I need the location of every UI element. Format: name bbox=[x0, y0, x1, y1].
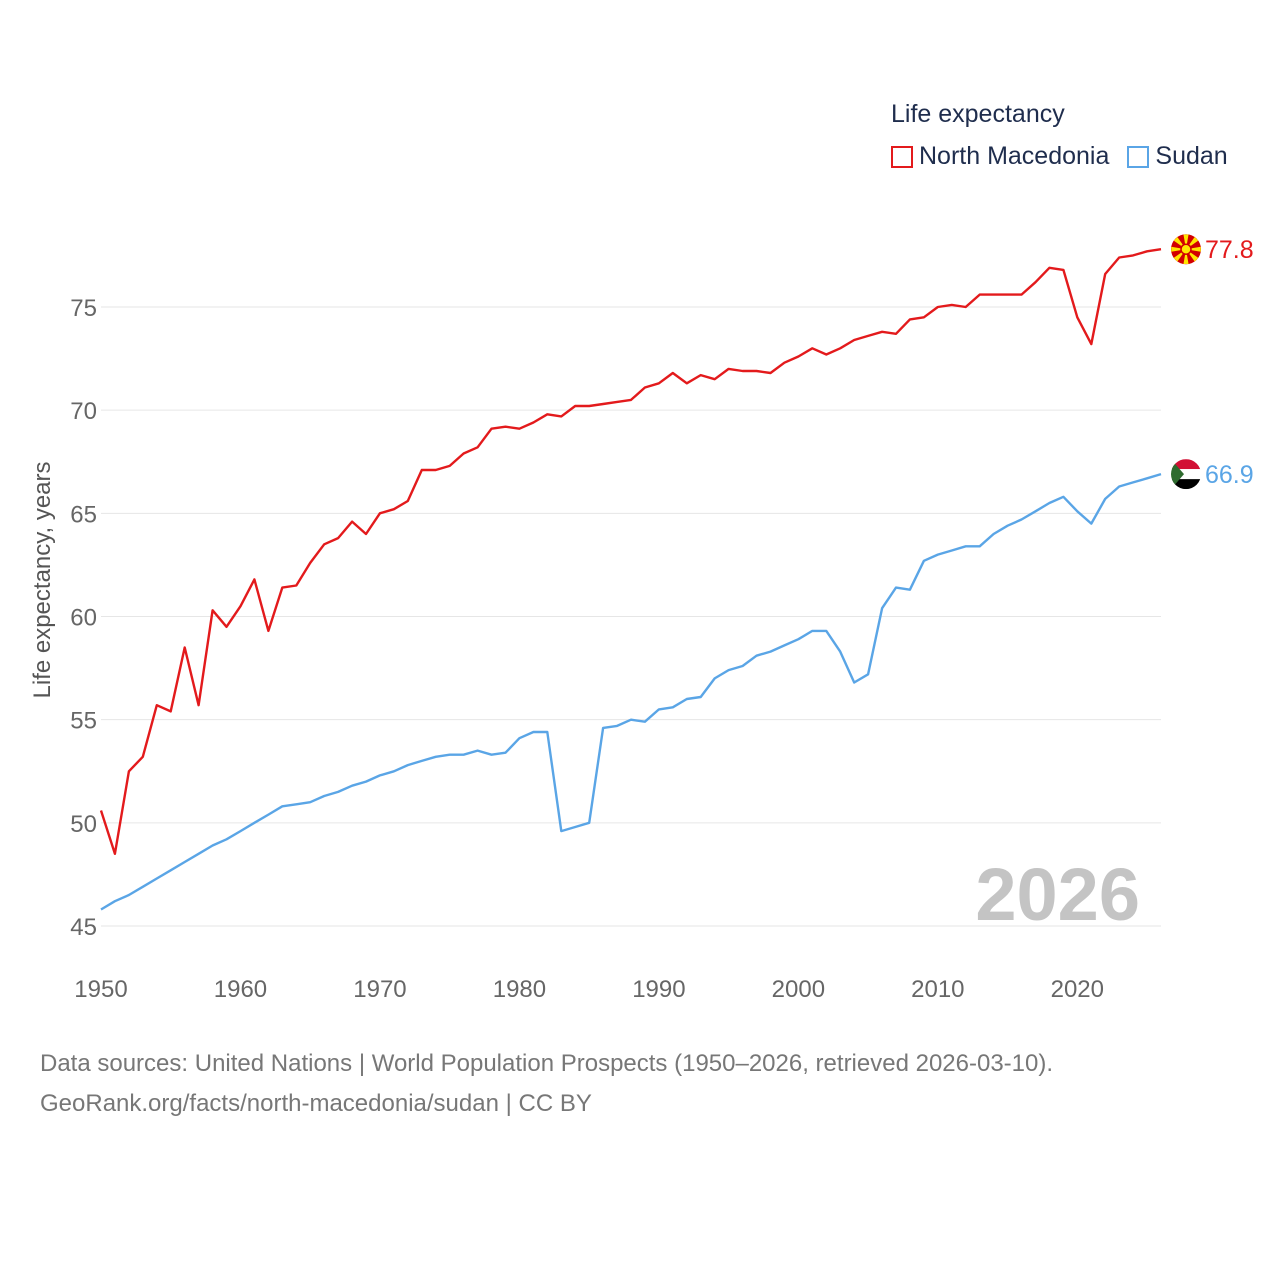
end-value-label-sudan: 66.9 bbox=[1205, 461, 1254, 489]
y-tick-label-50: 50 bbox=[70, 811, 97, 838]
y-tick-label-55: 55 bbox=[70, 708, 97, 735]
x-tick-label-1970: 1970 bbox=[353, 976, 406, 1003]
series-lines bbox=[99, 248, 1162, 911]
y-tick-label-65: 65 bbox=[70, 501, 97, 528]
y-axis-ticks: 45 50 55 60 65 70 75 bbox=[70, 295, 97, 941]
flag-icon-sudan bbox=[1171, 459, 1201, 490]
y-tick-label-75: 75 bbox=[70, 295, 97, 322]
legend-item-north-macedonia[interactable]: North Macedonia bbox=[891, 142, 1109, 171]
x-tick-label-1950: 1950 bbox=[74, 976, 127, 1003]
series-line-north-macedonia[interactable] bbox=[99, 248, 1162, 855]
footer-attribution[interactable]: GeoRank.org/facts/north-macedonia/sudan … bbox=[40, 1090, 592, 1117]
x-tick-label-1980: 1980 bbox=[493, 976, 546, 1003]
end-value-label-north-macedonia: 77.8 bbox=[1205, 236, 1254, 264]
legend-label-sudan: Sudan bbox=[1155, 142, 1228, 170]
series-end-markers: 77.8 66.9 bbox=[1171, 234, 1254, 490]
y-tick-label-60: 60 bbox=[70, 605, 97, 632]
x-tick-label-2020: 2020 bbox=[1051, 976, 1104, 1003]
legend-item-sudan[interactable]: Sudan bbox=[1127, 142, 1228, 171]
legend-swatch-sudan bbox=[1127, 145, 1150, 168]
footer-sources: Data sources: United Nations | World Pop… bbox=[40, 1050, 1054, 1077]
y-tick-label-70: 70 bbox=[70, 398, 97, 425]
y-axis-label: Life expectancy, years bbox=[29, 461, 56, 698]
flag-icon-north-macedonia bbox=[1171, 234, 1201, 265]
footer: Data sources: United Nations | World Pop… bbox=[40, 1044, 1053, 1124]
x-axis-ticks: 1950 1960 1970 1980 1990 2000 2010 2020 bbox=[74, 976, 1104, 1003]
series-line-sudan[interactable] bbox=[100, 472, 1162, 911]
legend-title: Life expectancy bbox=[891, 100, 1065, 128]
legend-swatch-north-macedonia bbox=[891, 145, 913, 168]
legend-label-north-macedonia: North Macedonia bbox=[919, 142, 1110, 170]
year-watermark: 2026 bbox=[975, 853, 1140, 936]
y-tick-label-45: 45 bbox=[70, 914, 97, 941]
legend: North Macedonia Sudan bbox=[891, 142, 1228, 171]
x-tick-label-2000: 2000 bbox=[772, 976, 825, 1003]
x-tick-label-2010: 2010 bbox=[911, 976, 964, 1003]
x-tick-label-1990: 1990 bbox=[632, 976, 685, 1003]
x-tick-label-1960: 1960 bbox=[214, 976, 267, 1003]
